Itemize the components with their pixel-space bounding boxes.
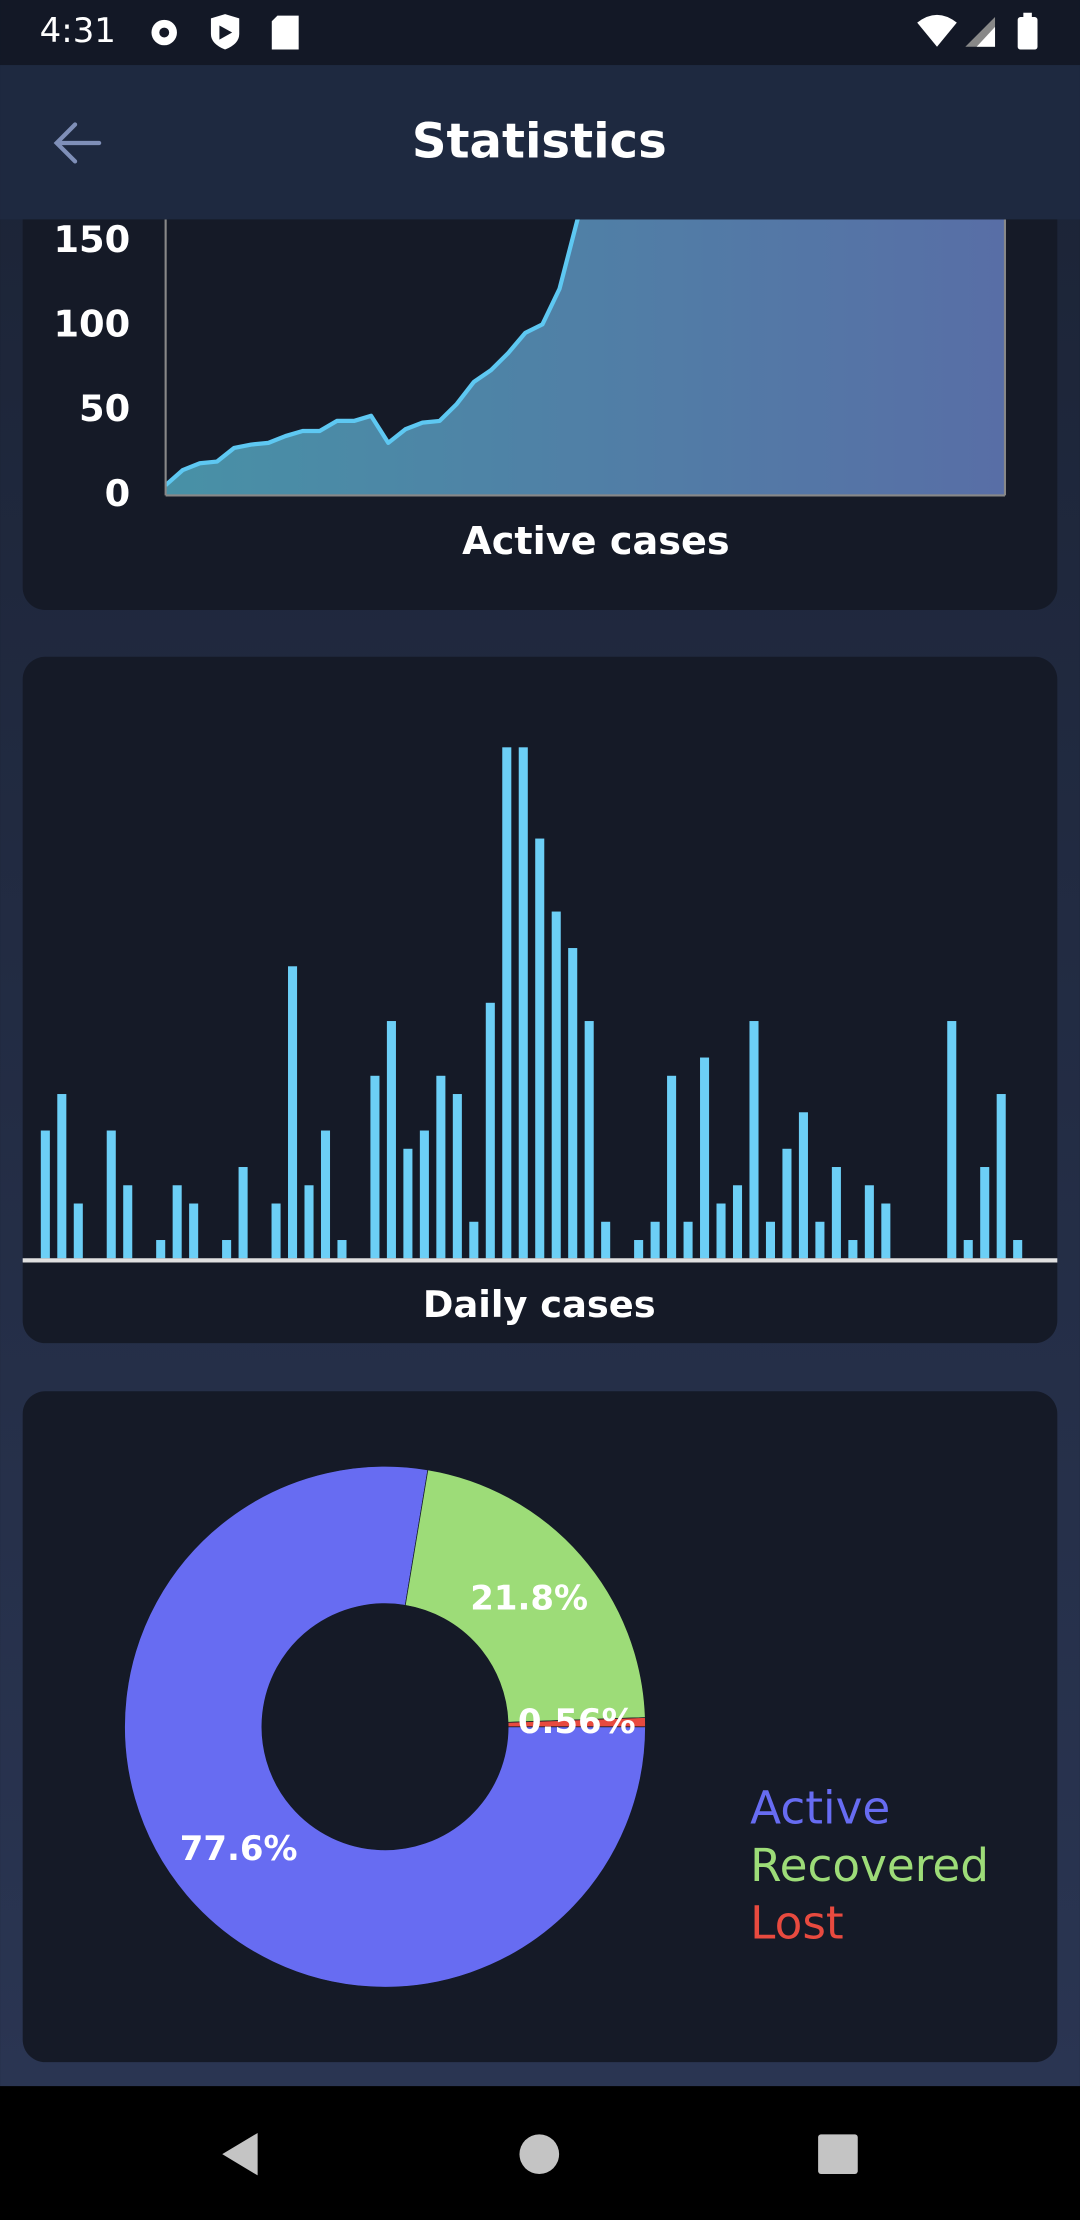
bar bbox=[650, 1221, 660, 1259]
bar bbox=[782, 1148, 792, 1259]
wifi-icon bbox=[917, 14, 957, 47]
status-time: 4:31 bbox=[40, 11, 116, 51]
bar bbox=[798, 1112, 808, 1259]
bar bbox=[271, 1203, 281, 1259]
bar bbox=[485, 1002, 495, 1259]
bar bbox=[864, 1185, 874, 1259]
nav-back[interactable] bbox=[222, 2132, 258, 2176]
bar bbox=[584, 1021, 594, 1259]
bar bbox=[996, 1094, 1006, 1259]
bar bbox=[963, 1240, 973, 1259]
y-tick-label: 0 bbox=[105, 472, 131, 515]
bar bbox=[452, 1094, 462, 1259]
bar bbox=[667, 1075, 677, 1259]
bar bbox=[156, 1240, 166, 1259]
bar bbox=[172, 1185, 182, 1259]
bar bbox=[518, 747, 528, 1259]
bar bbox=[815, 1221, 825, 1259]
status-bar bbox=[0, 0, 1080, 66]
bar bbox=[765, 1221, 776, 1259]
nav-home[interactable] bbox=[519, 2134, 560, 2175]
slice-label: 77.6% bbox=[180, 1829, 298, 1869]
bar bbox=[831, 1167, 841, 1259]
bar bbox=[469, 1221, 479, 1259]
bar bbox=[683, 1221, 693, 1259]
bar bbox=[881, 1203, 891, 1259]
x-axis-label: Active cases bbox=[462, 520, 730, 564]
bar bbox=[419, 1130, 429, 1259]
slice-label: 21.8% bbox=[470, 1579, 588, 1619]
bar bbox=[535, 838, 545, 1259]
bar bbox=[403, 1148, 413, 1259]
status-icons bbox=[151, 12, 1038, 50]
legend-entry: Lost bbox=[750, 1896, 843, 1949]
bar bbox=[320, 1130, 331, 1259]
x-axis-label: Daily cases bbox=[423, 1283, 656, 1326]
bar bbox=[502, 747, 512, 1259]
area-line bbox=[165, 219, 580, 487]
bar bbox=[370, 1075, 380, 1259]
bar bbox=[337, 1240, 347, 1259]
daily-cases-chart: Daily cases bbox=[22, 747, 1058, 1326]
app-bar bbox=[0, 65, 1080, 220]
donut-slice bbox=[404, 1469, 646, 1723]
nav-recents[interactable] bbox=[818, 2134, 858, 2175]
y-tick-label: 50 bbox=[79, 387, 130, 430]
bar bbox=[288, 966, 298, 1259]
bar bbox=[634, 1240, 644, 1259]
bar bbox=[222, 1240, 232, 1259]
bar bbox=[568, 948, 578, 1259]
bar bbox=[189, 1203, 199, 1259]
sd-icon bbox=[271, 15, 299, 50]
bar bbox=[980, 1167, 990, 1259]
bar bbox=[238, 1167, 248, 1259]
bar bbox=[947, 1021, 957, 1259]
bar bbox=[57, 1094, 67, 1259]
bar bbox=[732, 1185, 743, 1259]
legend-entry: Recovered bbox=[750, 1839, 989, 1892]
bar bbox=[601, 1221, 611, 1259]
app-title: Statistics bbox=[412, 113, 667, 169]
bar bbox=[700, 1057, 710, 1259]
bar bbox=[551, 911, 561, 1259]
bar bbox=[106, 1130, 116, 1259]
bar bbox=[386, 1021, 396, 1259]
bar bbox=[716, 1203, 726, 1259]
legend-entry: Active bbox=[750, 1782, 890, 1835]
bar bbox=[848, 1240, 858, 1259]
plot-area bbox=[165, 219, 1005, 496]
bar bbox=[304, 1185, 314, 1259]
bar bbox=[436, 1075, 446, 1259]
bar bbox=[123, 1185, 133, 1259]
bar bbox=[40, 1130, 50, 1259]
back-button[interactable] bbox=[53, 122, 102, 164]
bar bbox=[1013, 1240, 1023, 1259]
y-tick-label: 150 bbox=[53, 218, 130, 261]
y-tick-label: 100 bbox=[53, 303, 130, 346]
donut-slice bbox=[124, 1465, 646, 1988]
donut-slice bbox=[507, 1717, 646, 1728]
active-cases-chart: 0 50 100 150 Active cases bbox=[53, 218, 1007, 564]
slice-label: 0.56% bbox=[518, 1702, 636, 1742]
bar bbox=[749, 1021, 759, 1259]
bar bbox=[73, 1203, 83, 1259]
battery-icon bbox=[1017, 16, 1038, 50]
